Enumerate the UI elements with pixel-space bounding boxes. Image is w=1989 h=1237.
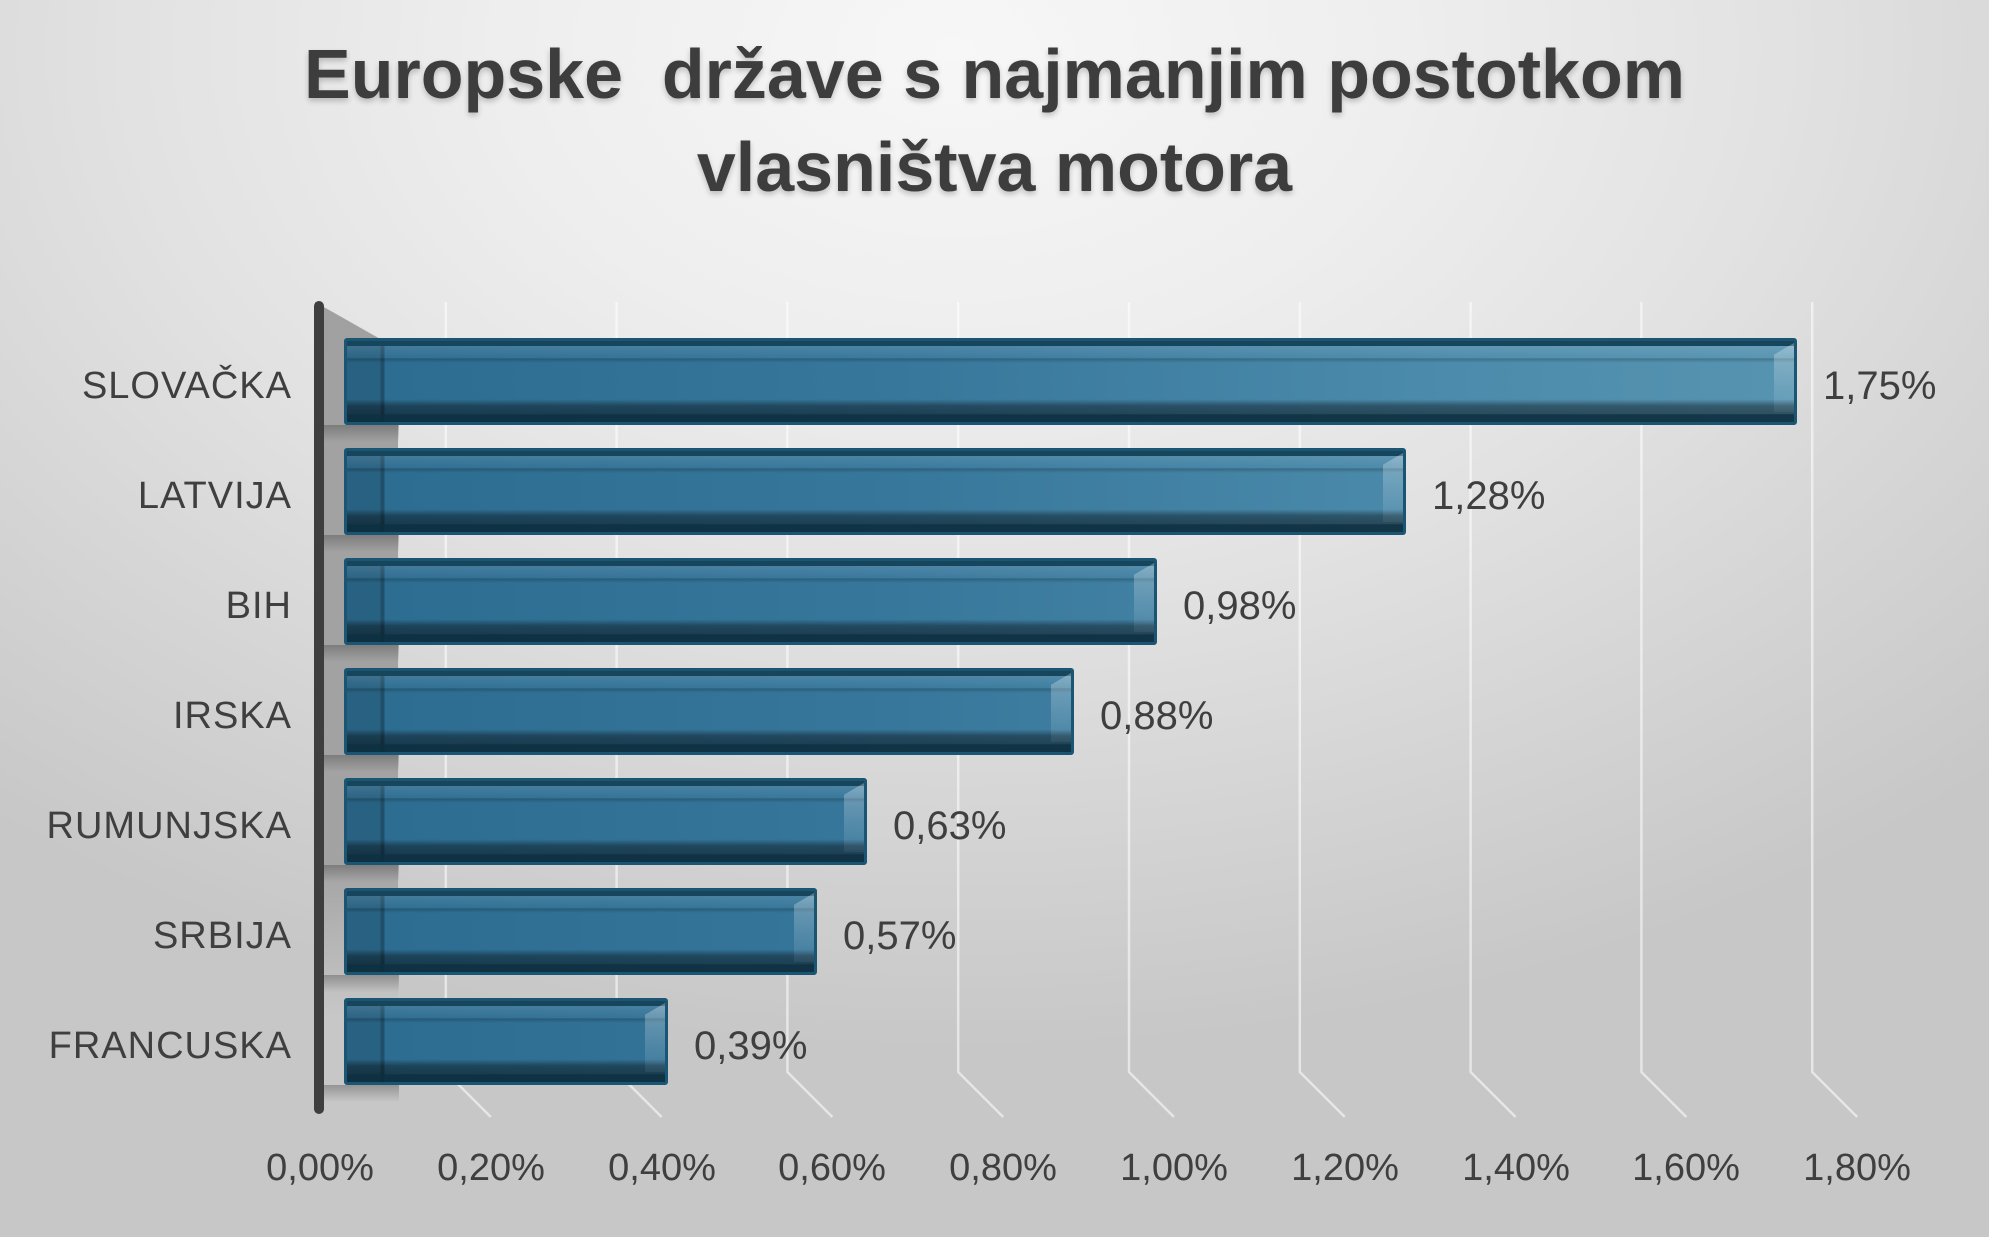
- value-gridlines: [444, 302, 1859, 1118]
- gridline: [1810, 302, 1859, 1118]
- gridline: [615, 302, 663, 1118]
- chart-title-line1: Europske države s najmanjim postotkom: [304, 35, 1685, 113]
- chart-title: Europske države s najmanjim postotkom vl…: [0, 28, 1989, 214]
- gridline: [1469, 302, 1517, 1118]
- gridline: [956, 302, 1005, 1118]
- gridline: [1298, 302, 1346, 1118]
- wall-shadow: [315, 302, 398, 1015]
- gridline: [1640, 302, 1688, 1118]
- gridline: [444, 302, 492, 1118]
- gridline: [1127, 302, 1175, 1118]
- chart-title-line2: vlasništva motora: [696, 128, 1293, 207]
- gridline: [786, 302, 834, 1118]
